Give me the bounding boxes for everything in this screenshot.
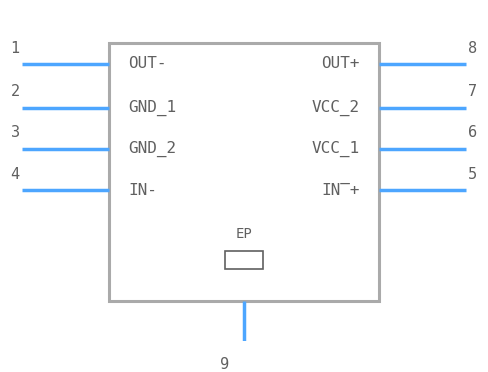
Text: 6: 6	[468, 125, 477, 141]
Text: 5: 5	[468, 167, 477, 182]
Text: OUT+: OUT+	[321, 57, 360, 71]
Text: 4: 4	[11, 167, 20, 182]
Text: 7: 7	[468, 84, 477, 99]
Bar	[224, 251, 264, 269]
Text: EP: EP	[236, 227, 252, 241]
Text: 3: 3	[11, 125, 20, 141]
Text: GND_1: GND_1	[128, 100, 176, 116]
Text: 2: 2	[11, 84, 20, 99]
Text: OUT-: OUT-	[128, 57, 167, 71]
Text: EP: EP	[237, 254, 251, 267]
Text: 1: 1	[11, 41, 20, 55]
Text: IN̅+: IN̅+	[321, 183, 360, 198]
Text: GND_2: GND_2	[128, 141, 176, 157]
Text: 8: 8	[468, 41, 477, 55]
Text: VCC_2: VCC_2	[312, 100, 360, 116]
Text: VCC_1: VCC_1	[312, 141, 360, 157]
Bar	[109, 44, 379, 301]
Text: IN-: IN-	[128, 183, 157, 198]
Text: 9: 9	[220, 357, 229, 372]
